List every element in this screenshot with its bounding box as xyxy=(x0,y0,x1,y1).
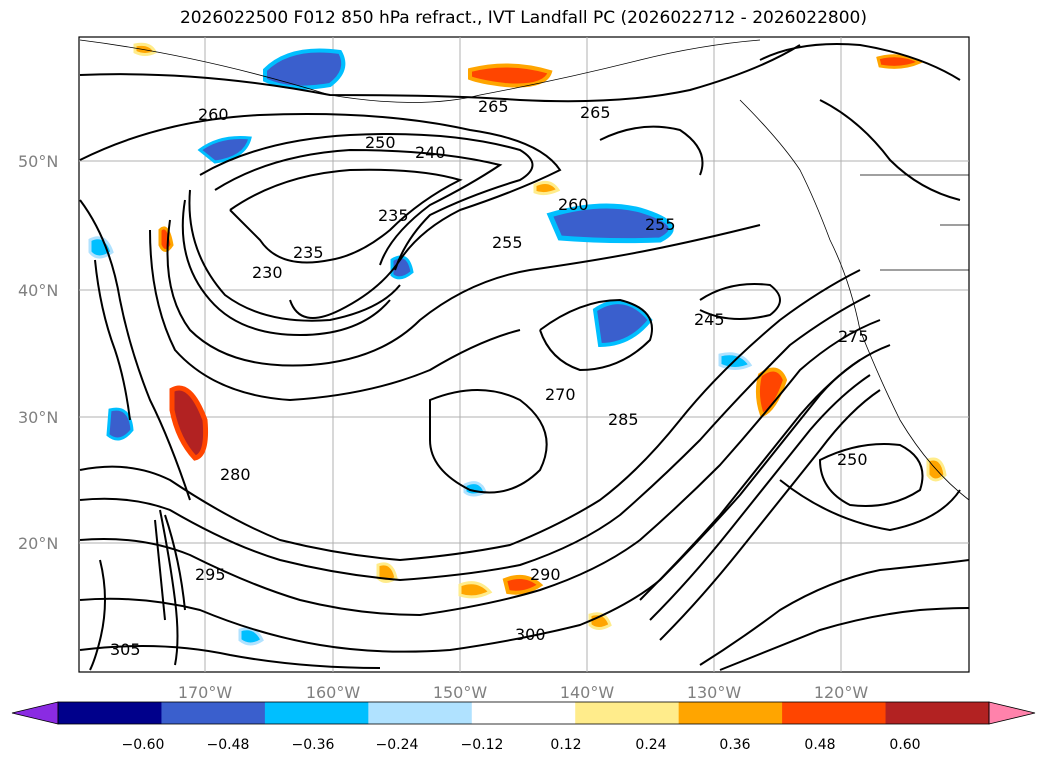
patch-positive xyxy=(376,562,398,583)
contour-label: 230 xyxy=(252,263,283,282)
colorbar-tick: 0.60 xyxy=(889,737,921,753)
patch-positive xyxy=(588,612,612,630)
colorbar-tick: 0.48 xyxy=(804,737,836,753)
contour-label: 270 xyxy=(545,385,576,404)
patch-positive xyxy=(876,54,924,69)
contour-label: 290 xyxy=(530,565,561,584)
patch-positive xyxy=(755,367,788,418)
lon-label: 170°W xyxy=(177,683,233,702)
anomaly-patches xyxy=(88,42,947,646)
patch-negative xyxy=(197,136,252,164)
colorbar-segment xyxy=(678,702,783,724)
patch-negative xyxy=(546,203,674,244)
colorbar-tick: 0.36 xyxy=(719,737,751,753)
colorbar-tick: −0.36 xyxy=(291,737,335,753)
contour-label: 280 xyxy=(220,465,251,484)
colorbar-segment xyxy=(264,702,369,724)
colorbar-segment xyxy=(471,702,576,724)
patch-positive xyxy=(458,581,493,599)
contour-label: 260 xyxy=(558,195,589,214)
contour-label: 255 xyxy=(645,215,676,234)
patch-positive xyxy=(502,574,544,595)
patch-positive xyxy=(468,63,553,88)
contour-label: 260 xyxy=(198,105,229,124)
contour-label: 285 xyxy=(608,410,639,429)
contour-label: 245 xyxy=(694,310,725,329)
contour-label: 300 xyxy=(515,625,546,644)
contour-lines xyxy=(79,43,970,671)
contour-label: 305 xyxy=(110,640,141,659)
lon-label: 160°W xyxy=(305,683,361,702)
patch-positive xyxy=(533,180,561,196)
lon-label: 140°W xyxy=(559,683,615,702)
contour-label: 295 xyxy=(195,565,226,584)
colorbar-extend-left xyxy=(11,701,59,725)
lon-label: 120°W xyxy=(813,683,869,702)
patch-negative xyxy=(106,407,134,441)
contour-label: 265 xyxy=(478,97,509,116)
contour-label: 250 xyxy=(365,133,396,152)
colorbar-tick: −0.60 xyxy=(121,737,165,753)
lon-label: 150°W xyxy=(432,683,488,702)
colorbar-segment xyxy=(782,702,887,724)
contour-label: 265 xyxy=(580,103,611,122)
colorbar xyxy=(11,701,1036,725)
colorbar-segment xyxy=(885,702,990,724)
contour-label-layer: 250 240 235 235 230 255 260 265 245 250 … xyxy=(110,97,869,659)
patch-negative xyxy=(263,48,346,90)
lon-label: 130°W xyxy=(686,683,742,702)
contour-label: 275 xyxy=(838,327,869,346)
colorbar-tick: 0.12 xyxy=(550,737,582,753)
contour-label: 235 xyxy=(293,243,324,262)
colorbar-tick: −0.48 xyxy=(206,737,250,753)
map-title: 2026022500 F012 850 hPa refract., IVT La… xyxy=(179,8,867,28)
colorbar-segment xyxy=(575,702,680,724)
lat-label: 20°N xyxy=(18,534,59,553)
lat-label: 30°N xyxy=(18,408,59,427)
contour-label: 250 xyxy=(837,450,868,469)
colorbar-segment xyxy=(368,702,473,724)
patch-positive xyxy=(169,385,208,461)
colorbar-extend-right xyxy=(988,701,1036,725)
colorbar-segment xyxy=(58,702,162,724)
colorbar-segment xyxy=(161,702,266,724)
patch-negative xyxy=(238,627,264,646)
contour-label: 240 xyxy=(415,143,446,162)
contour-label: 255 xyxy=(492,233,523,252)
patch-negative xyxy=(88,236,114,259)
colorbar-tick: −0.12 xyxy=(460,737,504,753)
coastlines xyxy=(79,39,970,501)
lat-label: 40°N xyxy=(18,281,59,300)
colorbar-tick: −0.24 xyxy=(375,737,419,753)
contour-label: 235 xyxy=(378,206,409,225)
lat-label: 50°N xyxy=(18,152,59,171)
colorbar-tick: 0.24 xyxy=(635,737,667,753)
